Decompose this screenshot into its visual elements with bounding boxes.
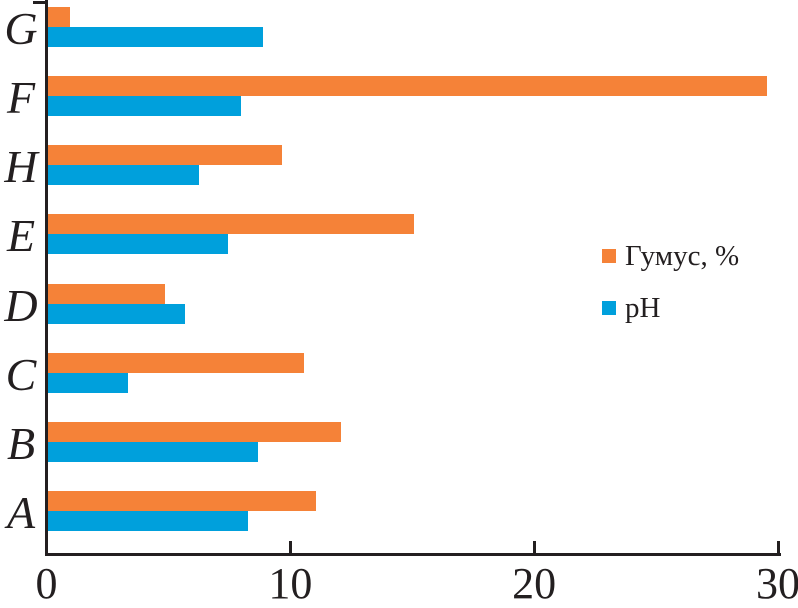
bar-humus-A [48,490,317,511]
bar-ph-A [48,510,248,531]
x-tick-label-10: 10 [268,559,313,608]
x-tick-30 [776,541,780,553]
category-label-A: A [6,486,36,538]
x-axis [45,553,781,556]
bar-humus-C [48,352,305,373]
category-label-B: B [6,417,36,469]
bar-humus-D [48,283,166,304]
x-tick-label-30: 30 [756,559,798,608]
bar-ph-D [48,303,185,324]
legend-label: Гумус, % [625,240,740,272]
bar-humus-B [48,421,341,442]
bar-humus-H [48,145,283,166]
category-label-F: F [6,72,36,124]
legend-item-ph: pH [602,290,739,326]
bar-ph-B [48,441,258,462]
category-label-H: H [4,141,38,193]
x-tick-label-20: 20 [512,559,557,608]
bar-humus-G [48,7,70,27]
bar-ph-H [48,165,200,186]
x-tick-10 [288,541,292,553]
legend: Гумус, % pH [602,238,739,342]
legend-item-humus: Гумус, % [602,238,739,274]
bar-ph-E [48,234,229,255]
legend-swatch-icon [602,249,616,263]
legend-label: pH [625,292,661,324]
bar-ph-G [48,27,263,47]
bar-humus-F [48,76,768,97]
bar-humus-E [48,214,414,235]
legend-swatch-icon [602,301,616,315]
category-label-D: D [4,279,38,331]
category-label-G: G [4,3,38,54]
category-label-C: C [5,348,37,400]
x-tick-label-0: 0 [35,559,58,608]
category-label-E: E [6,210,36,262]
x-tick-20 [532,541,536,553]
bar-ph-F [48,96,241,117]
bar-ph-C [48,372,129,393]
y-axis [45,0,48,556]
y-axis-top-tick [33,1,46,4]
